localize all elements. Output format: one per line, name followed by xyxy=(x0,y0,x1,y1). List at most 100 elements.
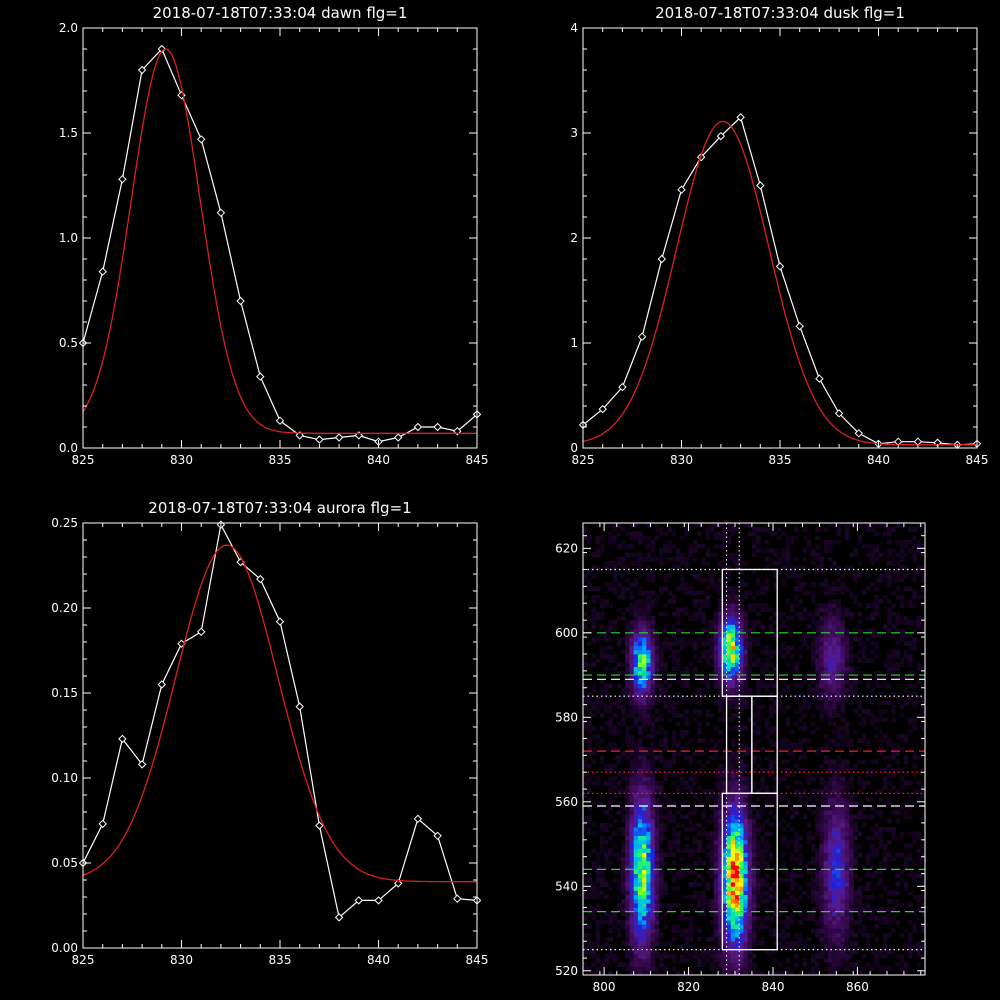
heatmap-cell xyxy=(819,865,825,870)
heatmap-cell xyxy=(608,768,613,773)
heatmap-cell xyxy=(709,789,715,794)
heatmap-cell xyxy=(591,822,597,828)
heatmap-cell xyxy=(865,683,871,689)
heatmap-cell xyxy=(659,890,664,896)
heatmap-cell xyxy=(739,970,744,976)
heatmap-cell xyxy=(739,898,744,904)
heatmap-cell xyxy=(663,666,668,672)
data-point-diamond xyxy=(618,382,627,392)
heatmap-cell xyxy=(815,953,820,959)
heatmap-cell xyxy=(819,696,825,701)
heatmap-cell xyxy=(743,780,749,786)
heatmap-cell xyxy=(642,734,647,739)
heatmap-cell xyxy=(751,806,757,811)
heatmap-cell xyxy=(599,793,605,798)
heatmap-cell xyxy=(642,835,647,841)
heatmap-cell xyxy=(701,911,706,917)
heatmap-cell xyxy=(811,721,816,727)
heatmap-cell xyxy=(637,945,643,951)
heatmap-cell xyxy=(823,810,829,815)
heatmap-cell xyxy=(903,941,909,946)
heatmap-cell xyxy=(849,691,854,697)
heatmap-cell xyxy=(650,700,656,706)
heatmap-cell xyxy=(773,725,778,731)
heatmap-cell xyxy=(726,535,732,541)
heatmap-cell xyxy=(811,615,816,621)
heatmap-cell xyxy=(701,603,706,608)
heatmap-cell xyxy=(811,628,816,634)
heatmap-cell xyxy=(764,797,770,803)
heatmap-cell xyxy=(718,822,723,828)
heatmap-cell xyxy=(650,755,656,760)
heatmap-cell xyxy=(705,683,711,689)
heatmap-cell xyxy=(819,763,825,769)
heatmap-cell xyxy=(587,708,592,714)
heatmap-cell xyxy=(739,932,744,938)
heatmap-cell xyxy=(735,637,740,642)
heatmap-cell xyxy=(747,789,753,794)
heatmap-cell xyxy=(730,848,736,853)
heatmap-cell xyxy=(895,628,901,634)
heatmap-cell xyxy=(865,708,871,714)
heatmap-cell xyxy=(680,915,685,921)
heatmap-cell xyxy=(823,932,829,938)
heatmap-cell xyxy=(882,856,888,862)
heatmap-cell xyxy=(887,920,892,925)
heatmap-cell xyxy=(646,590,651,596)
heatmap-cell xyxy=(844,966,850,972)
heatmap-cell xyxy=(743,865,749,870)
heatmap-cell xyxy=(874,675,879,680)
heatmap-cell xyxy=(827,620,833,625)
heatmap-cell xyxy=(718,844,723,849)
heatmap-cell xyxy=(633,911,639,917)
heatmap-cell xyxy=(743,653,749,659)
heatmap-cell xyxy=(874,556,879,562)
heatmap-cell xyxy=(785,662,791,668)
heatmap-cell xyxy=(642,966,647,972)
heatmap-cell xyxy=(625,691,630,697)
heatmap-cell xyxy=(713,653,719,659)
heatmap-cell xyxy=(612,877,618,883)
heatmap-cell xyxy=(870,687,875,693)
heatmap-cell xyxy=(764,949,770,955)
heatmap-cell xyxy=(692,641,698,646)
heatmap-cell xyxy=(705,844,711,849)
heatmap-cell xyxy=(751,920,757,925)
heatmap-cell xyxy=(583,877,588,883)
heatmap-cell xyxy=(823,797,829,803)
heatmap-cell xyxy=(629,759,635,765)
heatmap-cell xyxy=(697,958,702,963)
heatmap-cell xyxy=(756,873,761,879)
heatmap-cell xyxy=(671,700,677,706)
heatmap-cell xyxy=(722,869,727,875)
data-point-diamond xyxy=(137,760,147,769)
heatmap-cell xyxy=(819,839,825,845)
heatmap-cell xyxy=(756,539,761,545)
heatmap-cell xyxy=(840,848,846,853)
heatmap-cell xyxy=(899,768,905,773)
y-tick-label: 2 xyxy=(570,231,578,245)
heatmap-cell xyxy=(836,607,841,613)
heatmap-cell xyxy=(739,552,744,558)
heatmap-cell xyxy=(743,670,749,676)
y-tick-label: 0.05 xyxy=(51,856,78,870)
heatmap-cell xyxy=(646,894,651,900)
heatmap-cell xyxy=(705,628,711,634)
heatmap-cell xyxy=(709,523,715,528)
heatmap-cell xyxy=(844,898,850,904)
heatmap-cell xyxy=(587,924,592,929)
heatmap-cell xyxy=(747,801,753,807)
heatmap-cell xyxy=(870,713,875,718)
heatmap-cell xyxy=(654,907,660,913)
heatmap-cell xyxy=(599,599,605,604)
heatmap-cell xyxy=(739,577,744,583)
heatmap-cell xyxy=(815,565,820,570)
heatmap-cell xyxy=(865,852,871,858)
heatmap-cell xyxy=(836,670,841,676)
heatmap-cell xyxy=(815,552,820,558)
heatmap-cell xyxy=(650,772,656,777)
heatmap-cell xyxy=(637,607,643,613)
heatmap-cell xyxy=(663,903,668,908)
heatmap-cell xyxy=(849,860,854,866)
heatmap-cell xyxy=(608,780,613,786)
